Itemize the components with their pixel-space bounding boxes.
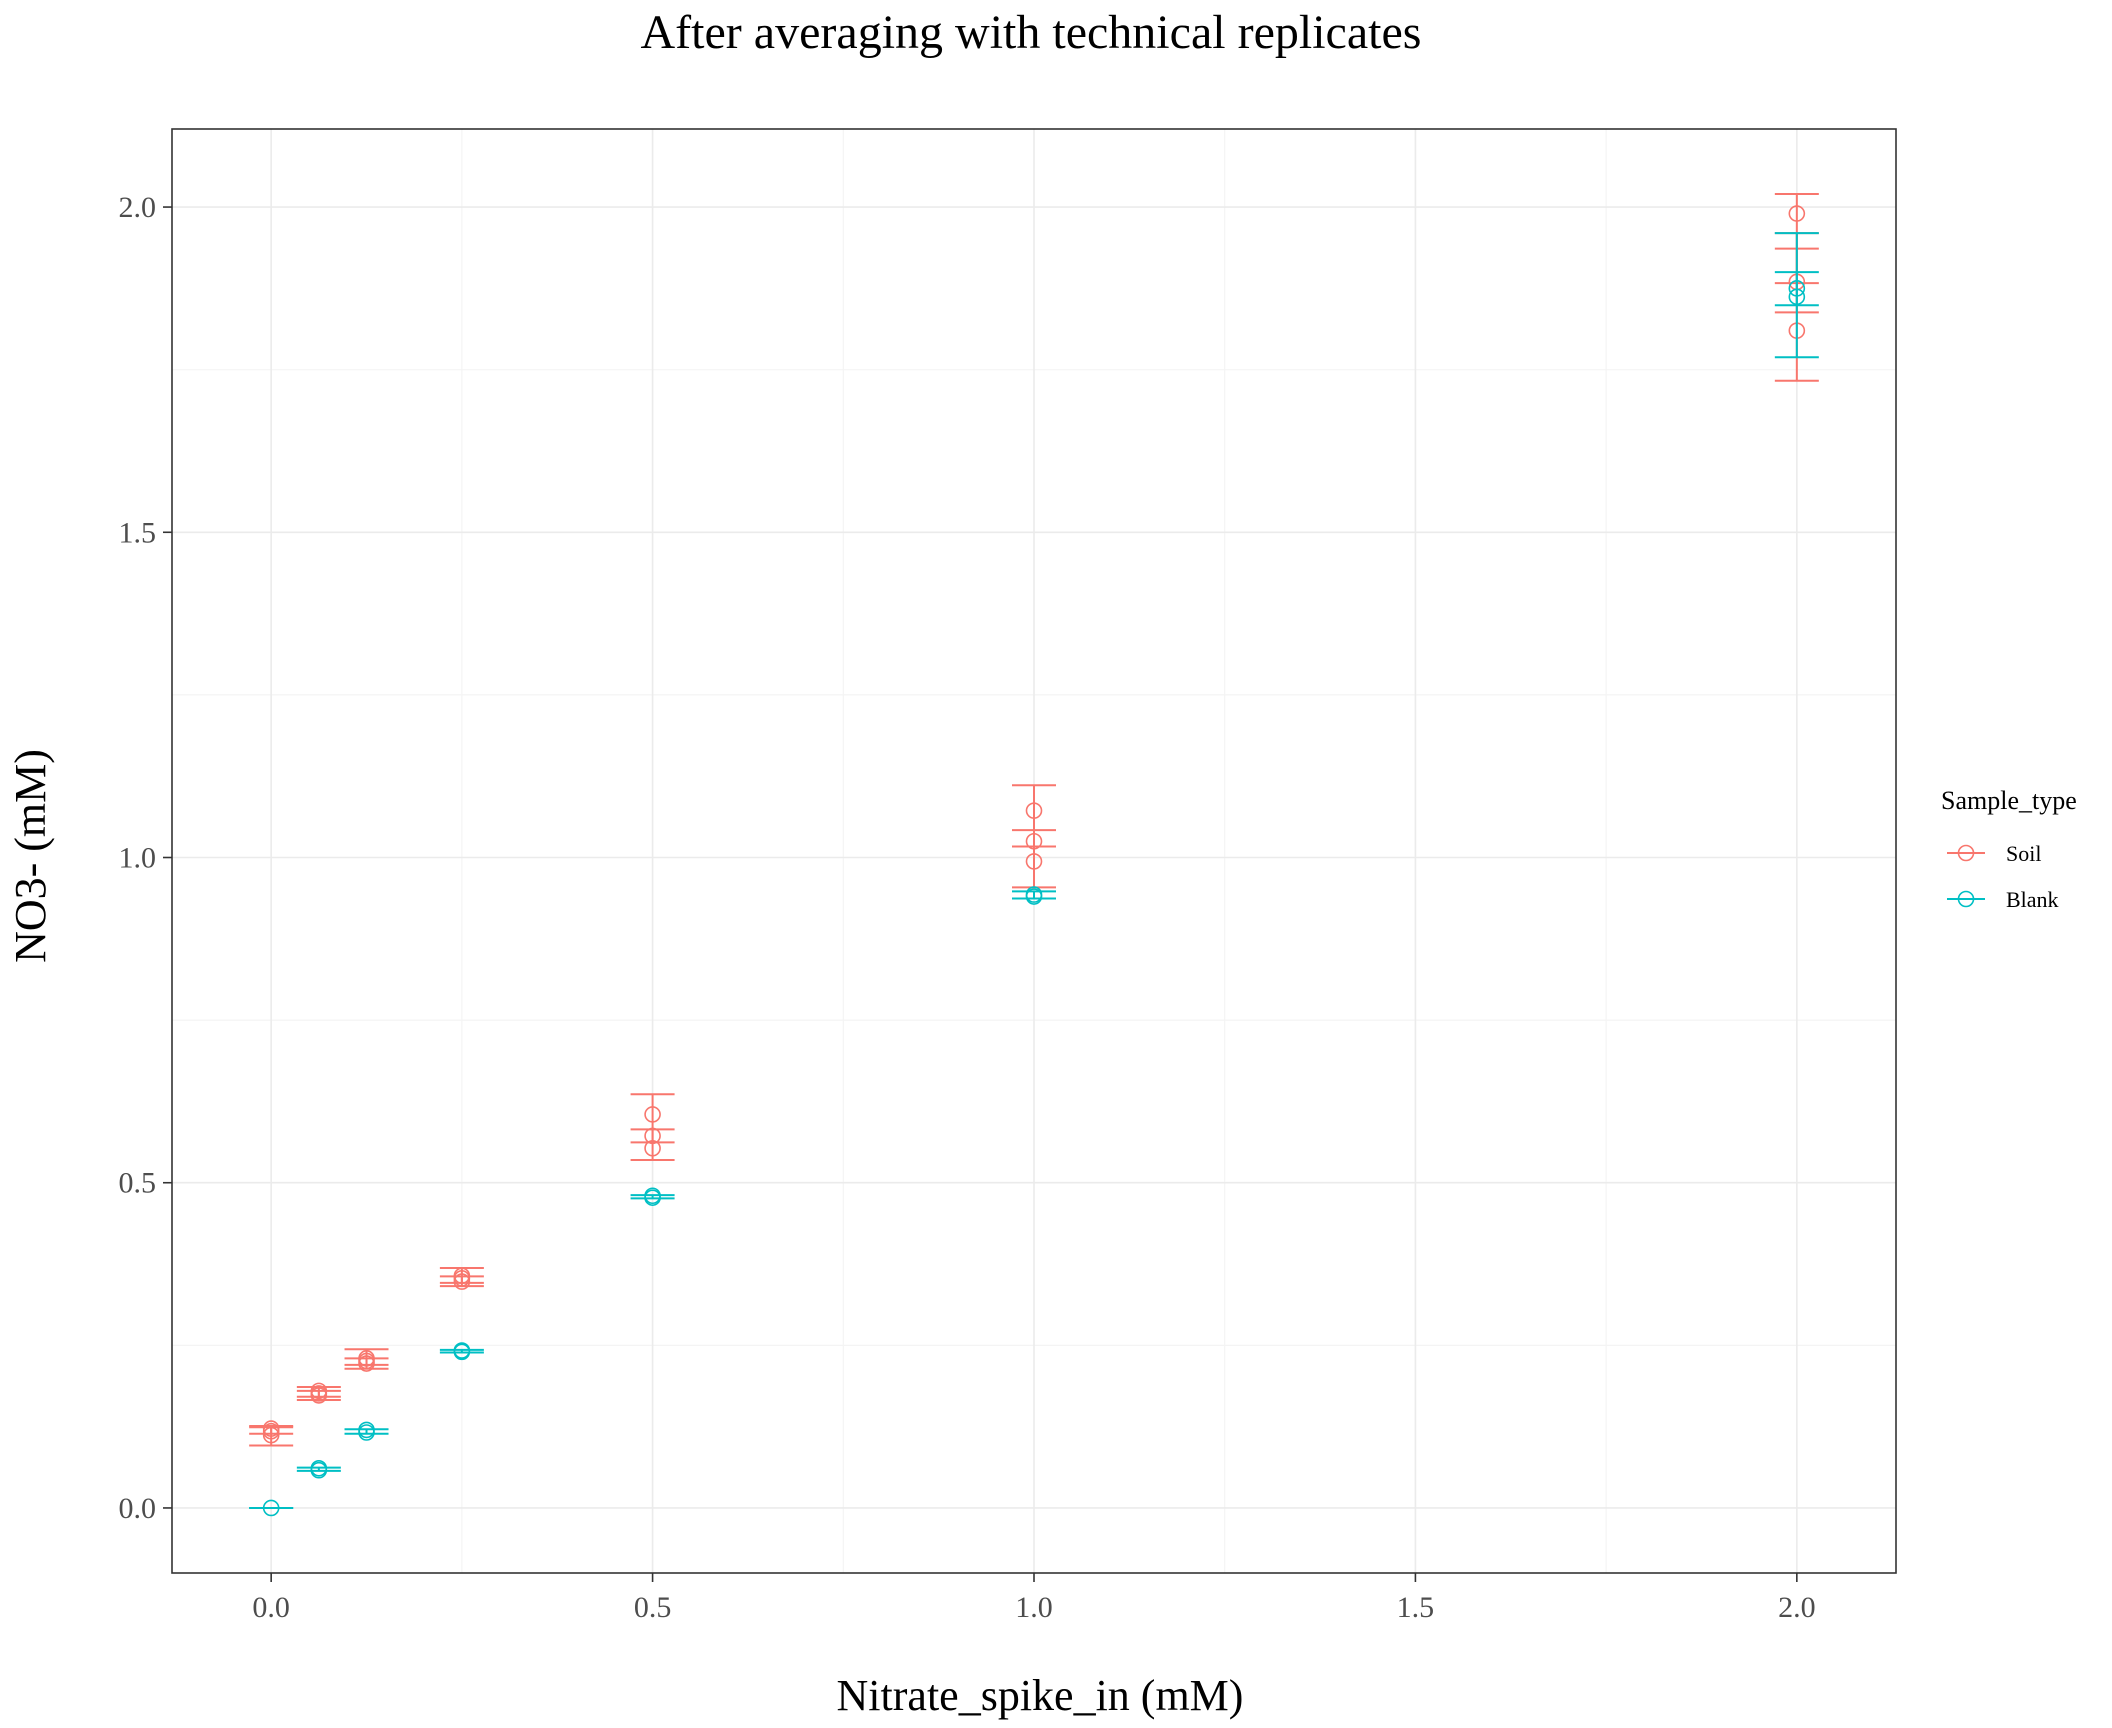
error-bar [630,1194,675,1200]
data-point [1788,205,1806,222]
legend-label: Blank [2006,887,2059,912]
axes: 0.0 0.5 1.0 1.5 2.0 0.0 0.5 1.0 1.5 2.0 [119,191,1816,1624]
x-tick-label: 0.5 [634,1591,672,1624]
legend: Sample_type Soil Blank [1941,786,2077,912]
data-point [310,1461,328,1479]
y-tick-label: 1.5 [119,516,157,549]
data-point [1025,853,1043,870]
data-point [1025,888,1043,905]
data-point [644,1189,661,1206]
data-point [358,1424,375,1441]
data-point [644,1106,661,1123]
error-bar [1012,829,1056,848]
data-point [310,1382,328,1400]
x-axis-title: Nitrate_spike_in (mM) [837,1671,1244,1720]
y-tick-label: 2.0 [119,191,157,224]
error-bar [344,1428,389,1435]
legend-items: Soil Blank [1947,841,2059,912]
data-point [1788,280,1806,297]
y-tick-label: 1.0 [119,842,157,875]
series-blank [249,232,1819,1517]
data-point [644,1139,661,1157]
legend-label: Soil [2006,841,2041,866]
x-tick-label: 1.5 [1397,1591,1435,1624]
data-point [1788,288,1806,306]
data-point [310,1387,328,1404]
legend-key-point [1957,890,1975,908]
data-point [644,1127,661,1145]
y-tick-label: 0.5 [119,1167,157,1200]
data-point [1025,802,1043,819]
grid [172,129,1896,1573]
legend-item-soil: Soil [1947,841,2041,866]
error-bar [344,1357,389,1366]
legend-title: Sample_type [1941,786,2077,815]
data-layer [249,193,1819,1517]
y-tick-label: 0.0 [119,1492,157,1525]
data-point [358,1352,375,1370]
error-bar [1012,890,1056,900]
error-bar [296,1389,341,1398]
data-point [262,1420,280,1437]
data-point [1025,832,1043,850]
error-bar [439,1275,484,1284]
x-tick-label: 0.0 [252,1591,290,1624]
error-bar [296,1466,341,1472]
error-bar [439,1348,484,1354]
data-point [453,1270,471,1287]
y-axis-title: NO3- (mM) [6,749,55,963]
data-point [453,1343,471,1361]
chart-title: After averaging with technical replicate… [641,6,1422,59]
data-point [262,1499,280,1517]
data-point [262,1426,280,1444]
error-bar [630,1093,675,1161]
x-tick-label: 1.0 [1015,1591,1053,1624]
x-tick-label: 2.0 [1778,1591,1816,1624]
legend-key-point [1957,844,1975,862]
legend-item-blank: Blank [1947,887,2059,912]
